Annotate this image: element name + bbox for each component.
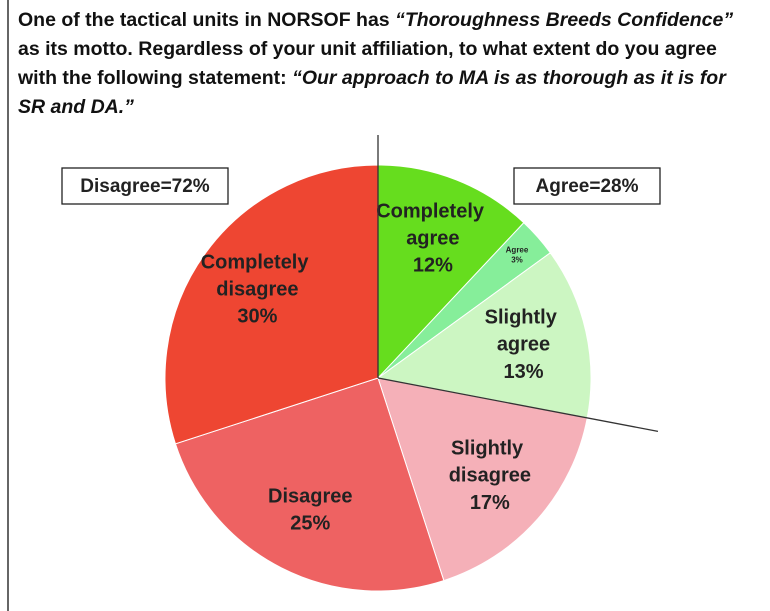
title-part: One of the tactical units in NORSOF has [18, 9, 396, 31]
slice-label: Slightly agree [485, 307, 563, 356]
value-label: 17% [470, 492, 510, 514]
value-label: 13% [503, 361, 543, 383]
slice-label: Disagree [268, 486, 353, 508]
group-divider [377, 377, 659, 433]
pie-slice [164, 164, 379, 445]
annotation: Disagree=72% [80, 176, 209, 197]
slice-label: Slightly disagree [449, 438, 531, 487]
title-part: as its motto. Regardless of your unit af… [18, 38, 717, 89]
title-part: “Thoroughness Breeds Confidence” [395, 9, 734, 31]
annotation-box [513, 167, 661, 205]
value-label: 12% [413, 255, 453, 277]
annotation-box [61, 167, 229, 205]
pie-slice [174, 377, 445, 592]
slice-label: Completely disagree [201, 252, 314, 301]
pie-slice [377, 377, 588, 582]
pie-slice [376, 252, 592, 419]
pie-slice [377, 164, 525, 380]
slice-label: Completely agree [376, 201, 489, 250]
chart-title: One of the tactical units in NORSOF has … [18, 6, 758, 122]
value-label: 3% [511, 256, 523, 265]
value-label: 25% [290, 513, 330, 535]
value-label: 30% [237, 306, 277, 328]
slice-label: Agree [506, 246, 529, 255]
title-part: “Our approach to MA is as thorough as it… [18, 67, 726, 118]
annotation: Agree=28% [536, 176, 639, 197]
